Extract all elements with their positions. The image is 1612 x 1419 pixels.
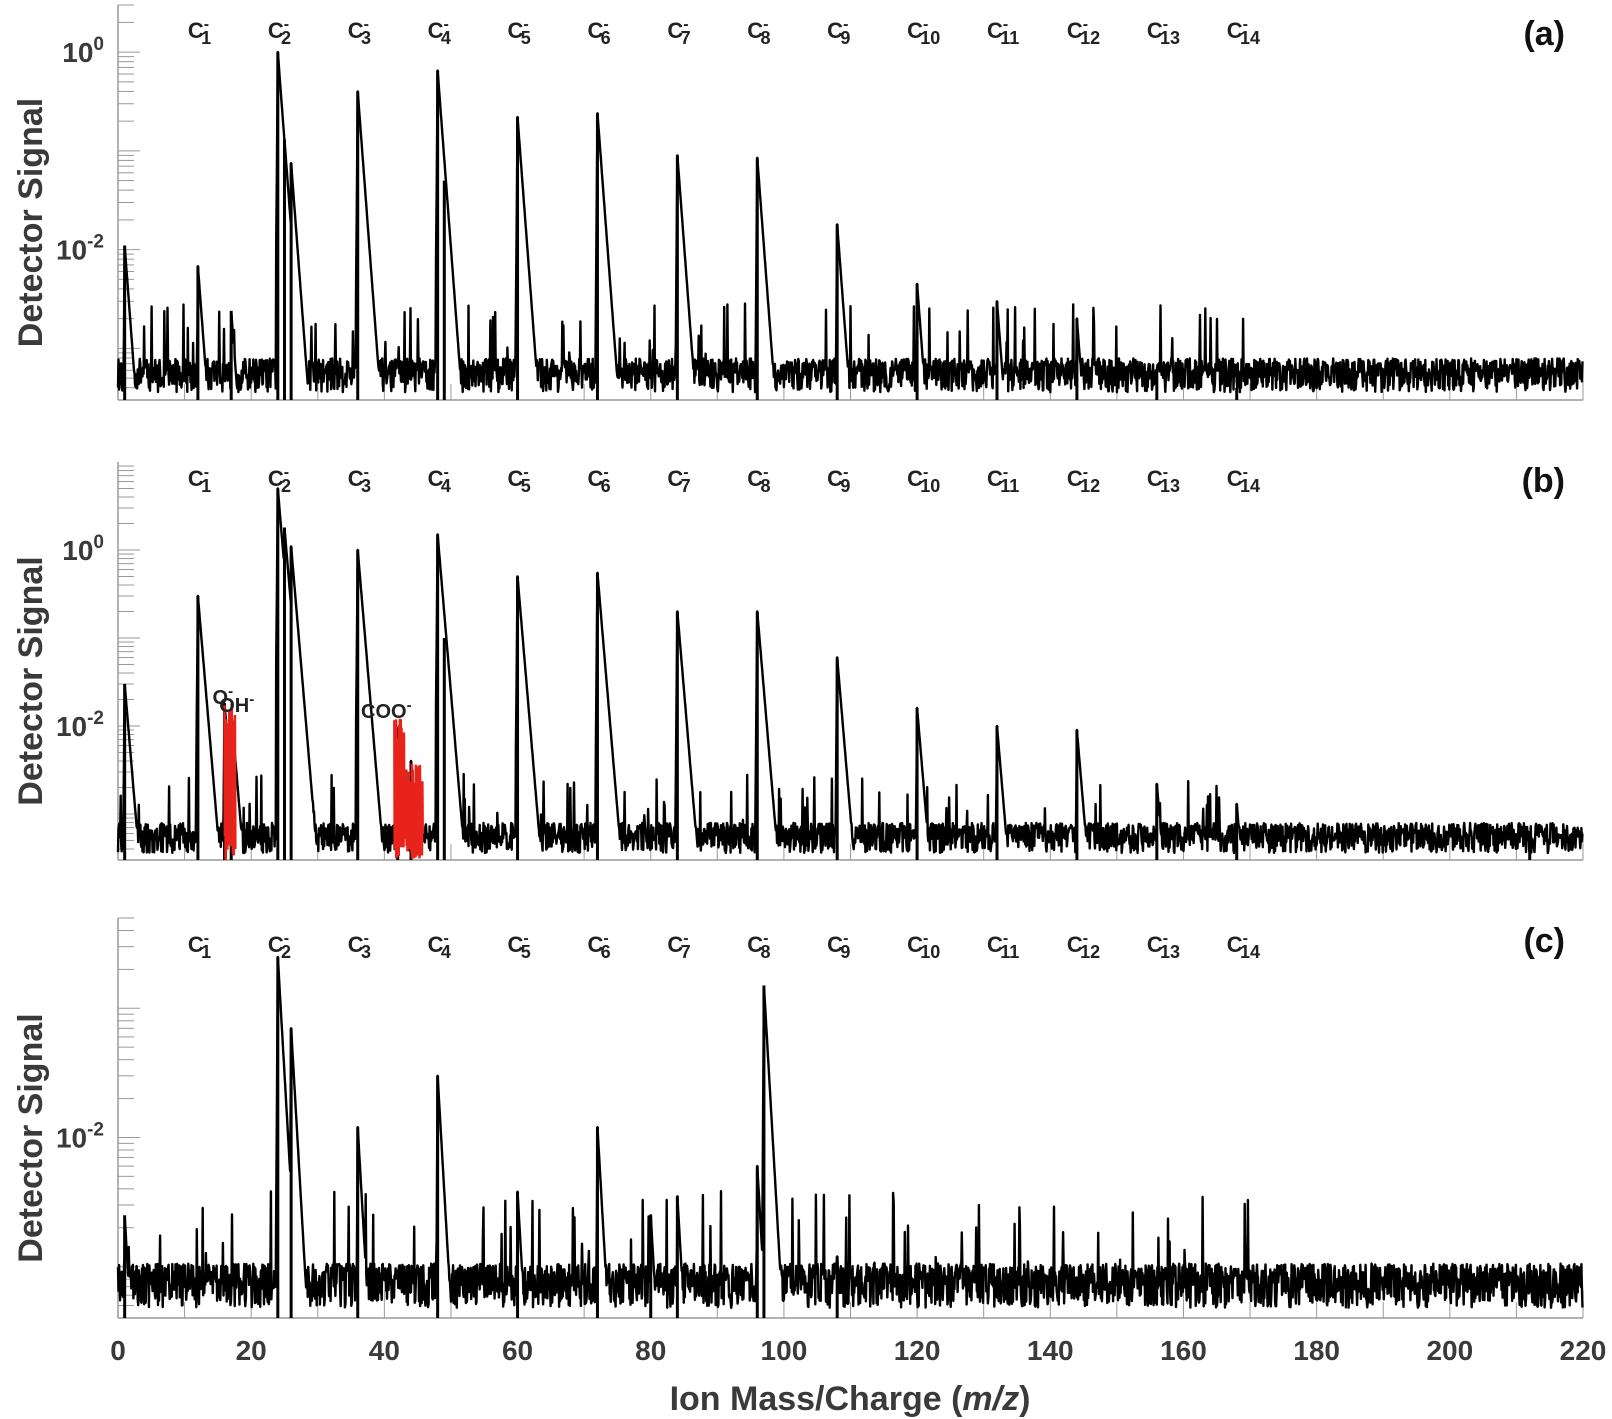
highlighted-trace [223, 703, 237, 860]
x-tick-label: 120 [894, 1335, 941, 1366]
peak-label: C-10 [907, 930, 940, 962]
peak-label: C-11 [987, 464, 1019, 496]
x-tick-label: 40 [369, 1335, 400, 1366]
peak-label: C-9 [827, 464, 850, 496]
peak-label: C-12 [1067, 16, 1100, 48]
x-tick-label: 140 [1027, 1335, 1074, 1366]
peak-label: C-2 [268, 930, 291, 962]
peak-label: C-12 [1067, 464, 1100, 496]
peak-label: C-8 [747, 930, 770, 962]
x-tick-label: 160 [1160, 1335, 1207, 1366]
highlighted-trace [393, 718, 424, 859]
x-tick-label: 200 [1426, 1335, 1473, 1366]
peak-label: C-3 [348, 464, 371, 496]
y-tick-label: 100 [62, 34, 104, 68]
panel-letter: (a) [1523, 15, 1565, 53]
peak-label: C-13 [1147, 930, 1180, 962]
peak-label: C-13 [1147, 464, 1180, 496]
y-axis-title: Detector Signal [12, 98, 50, 347]
annotation-label: O- [213, 683, 234, 709]
peak-label: C-10 [907, 16, 940, 48]
peak-label: C-6 [587, 16, 610, 48]
x-tick-label: 0 [110, 1335, 126, 1366]
x-tick-label: 60 [502, 1335, 533, 1366]
peak-label: C-13 [1147, 16, 1180, 48]
peak-label: C-4 [428, 464, 451, 496]
peak-label: C-4 [428, 16, 451, 48]
spectrum-trace [116, 955, 1584, 1309]
peak-label: C-7 [667, 930, 690, 962]
peak-label: C-4 [428, 930, 451, 962]
y-axis-title: Detector Signal [12, 556, 50, 805]
peak-label: C-14 [1227, 930, 1260, 962]
x-axis-title: Ion Mass/Charge (m/z) [670, 1380, 1031, 1418]
peak-label: C-9 [827, 930, 850, 962]
peak-label: C-10 [907, 464, 940, 496]
x-tick-label: 180 [1293, 1335, 1340, 1366]
peak-label: C-9 [827, 16, 850, 48]
y-tick-label: 10-2 [56, 708, 104, 742]
peak-label: C-1 [188, 930, 211, 962]
peak-label: C-5 [508, 464, 531, 496]
x-tick-label: 80 [635, 1335, 666, 1366]
peak-label: C-8 [747, 16, 770, 48]
peak-label: C-6 [587, 464, 610, 496]
peak-label: C-5 [508, 16, 531, 48]
peak-label: C-14 [1227, 16, 1260, 48]
annotation-label: OH- [219, 691, 254, 717]
peak-label: C-3 [348, 16, 371, 48]
annotation-label: COO- [361, 697, 412, 723]
spectrum-trace [116, 50, 1584, 394]
peak-label: C-12 [1067, 930, 1100, 962]
peak-label: C-5 [508, 930, 531, 962]
panel-letter: (b) [1522, 462, 1565, 500]
x-tick-label: 100 [761, 1335, 808, 1366]
peak-label: C-1 [188, 464, 211, 496]
peak-label: C-2 [268, 464, 291, 496]
peak-label: C-11 [987, 16, 1019, 48]
peak-label: C-6 [587, 930, 610, 962]
peak-label: C-11 [987, 930, 1019, 962]
x-tick-label: 220 [1560, 1335, 1607, 1366]
y-tick-label: 100 [62, 532, 104, 566]
peak-label: C-7 [667, 16, 690, 48]
x-tick-label: 20 [236, 1335, 267, 1366]
peak-label: C-2 [268, 16, 291, 48]
y-tick-label: 10-2 [56, 232, 104, 266]
peak-label: C-1 [188, 16, 211, 48]
panel-letter: (c) [1523, 922, 1565, 960]
peak-label: C-7 [667, 464, 690, 496]
spectrum-trace [116, 487, 1584, 855]
y-axis-title: Detector Signal [12, 1013, 50, 1262]
peak-label: C-8 [747, 464, 770, 496]
peak-label: C-3 [348, 930, 371, 962]
y-tick-label: 10-2 [56, 1119, 104, 1153]
peak-label: C-14 [1227, 464, 1260, 496]
